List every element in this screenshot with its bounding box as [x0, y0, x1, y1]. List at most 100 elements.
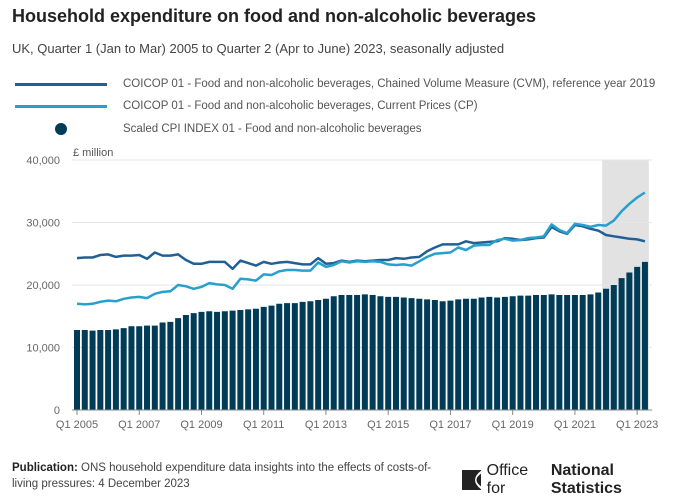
bar-cpi	[548, 294, 555, 410]
bar-cpi	[284, 303, 291, 410]
legend-item-cvm: COICOP 01 - Food and non-alcoholic bever…	[15, 78, 655, 90]
bar-cpi	[385, 296, 392, 410]
y-tick-label: 0	[54, 405, 60, 417]
bar-cpi	[190, 313, 197, 410]
publication-text: ONS household expenditure data insights …	[12, 462, 432, 490]
x-tick-label: Q1 2007	[118, 419, 160, 431]
bar-cpi	[214, 311, 221, 410]
ons-logo-icon	[462, 470, 481, 490]
legend-label-cp: COICOP 01 - Food and non-alcoholic bever…	[123, 100, 478, 112]
bar-cpi	[486, 296, 493, 410]
bar-cpi	[120, 328, 127, 410]
bar-cpi	[447, 300, 454, 410]
bar-cpi	[408, 298, 415, 410]
bar-cpi	[81, 330, 88, 410]
bar-cpi	[579, 295, 586, 410]
line-cp	[76, 191, 646, 306]
bar-cpi	[175, 318, 182, 410]
bar-cpi	[634, 266, 641, 410]
bar-cpi	[307, 301, 314, 410]
logo-text-light: Office for	[486, 462, 529, 497]
bar-cpi	[540, 295, 547, 410]
legend-swatch-cpi	[55, 123, 67, 135]
y-tick-label: 20,000	[26, 280, 60, 292]
bar-cpi	[470, 298, 477, 410]
legend-item-cpi: Scaled CPI INDEX 01 - Food and non-alcoh…	[15, 123, 422, 135]
bar-cpi	[587, 294, 594, 410]
bar-cpi	[439, 301, 446, 410]
bar-cpi	[463, 298, 469, 410]
x-tick-label: Q1 2019	[492, 419, 534, 431]
bar-cpi	[501, 296, 508, 410]
legend-swatch-cp	[15, 104, 107, 108]
bar-cpi	[245, 309, 252, 410]
bar-cpi	[206, 311, 213, 410]
bar-cpi	[361, 294, 368, 410]
bar-cpi	[221, 311, 228, 410]
legend-label-cvm: COICOP 01 - Food and non-alcoholic bever…	[123, 78, 656, 90]
x-tick-label: Q1 2017	[429, 419, 471, 431]
bar-cpi	[354, 295, 361, 410]
bar-cpi	[330, 296, 337, 410]
bar-cpi	[603, 288, 610, 410]
bar-cpi	[229, 310, 236, 410]
bar-cpi	[167, 321, 174, 410]
bar-cpi	[618, 278, 625, 410]
bar-cpi	[400, 297, 407, 410]
bar-cpi	[291, 303, 298, 410]
bar-cpi	[416, 298, 423, 410]
bar-cpi	[478, 297, 485, 410]
x-tick-label: Q1 2011	[243, 419, 284, 431]
y-tick-label: 40,000	[26, 155, 60, 167]
bar-cpi	[509, 296, 516, 410]
chart-subtitle: UK, Quarter 1 (Jan to Mar) 2005 to Quart…	[12, 41, 505, 56]
x-tick-label: Q1 2009	[180, 419, 222, 431]
bar-cpi	[276, 303, 283, 410]
x-tick-label: Q1 2013	[305, 419, 347, 431]
chart-title: Household expenditure on food and non-al…	[12, 6, 537, 26]
bar-cpi	[159, 322, 166, 410]
x-tick-label: Q1 2015	[367, 419, 409, 431]
legend-swatch-cvm	[15, 82, 107, 86]
bar-cpi	[533, 295, 540, 410]
bar-cpi	[369, 295, 376, 410]
y-axis-unit-label: £ million	[73, 147, 113, 159]
bar-cpi	[346, 295, 353, 410]
bar-cpi	[392, 296, 399, 410]
bar-cpi	[517, 295, 524, 410]
bar-cpi	[198, 311, 205, 410]
bar-cpi	[564, 295, 571, 410]
y-tick-label: 30,000	[26, 218, 60, 230]
bar-cpi	[595, 292, 602, 410]
logo-text-bold: National Statistics	[550, 462, 622, 497]
bar-cpi	[112, 329, 119, 410]
bar-cpi	[610, 285, 617, 410]
bar-cpi	[136, 326, 143, 410]
x-tick-label: Q1 2005	[56, 419, 98, 431]
bar-cpi	[89, 330, 96, 410]
bar-cpi	[268, 305, 275, 410]
bar-cpi	[377, 296, 384, 410]
bar-cpi	[74, 330, 80, 410]
x-tick-label: Q1 2021	[554, 419, 596, 431]
bar-cpi	[626, 272, 633, 410]
bar-cpi	[455, 299, 462, 410]
bar-cpi	[105, 330, 112, 410]
bar-cpi	[322, 298, 329, 410]
bar-cpi	[431, 300, 438, 410]
bar-cpi	[525, 295, 532, 410]
bar-cpi	[252, 308, 259, 410]
bar-cpi	[237, 310, 244, 410]
bar-cpi	[315, 300, 322, 410]
bar-cpi	[144, 325, 151, 410]
bar-cpi	[556, 295, 563, 410]
bar-cpi	[151, 325, 158, 410]
bar-cpi	[299, 301, 306, 410]
publication-label: Publication:	[12, 462, 78, 474]
legend-item-cp: COICOP 01 - Food and non-alcoholic bever…	[15, 100, 478, 112]
bar-cpi	[182, 315, 189, 410]
bar-cpi	[128, 326, 135, 410]
x-tick-label: Q1 2023	[616, 419, 658, 431]
bar-cpi	[424, 299, 431, 410]
